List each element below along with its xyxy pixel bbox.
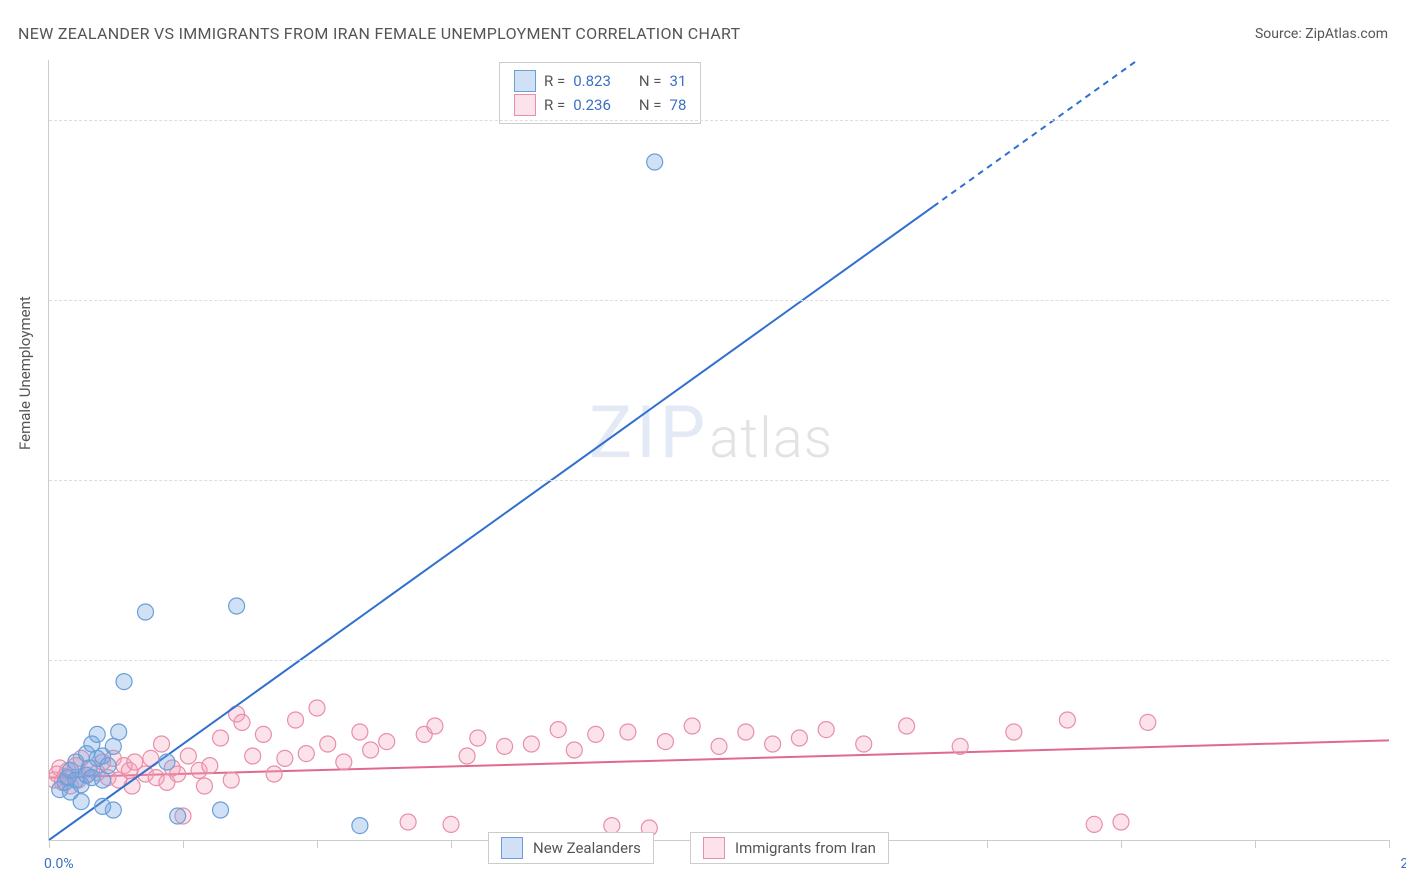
swatch-blue-bottom — [501, 837, 523, 859]
xtick — [1121, 840, 1122, 848]
plot-area: ZIPatlas R = 0.823 N = 31 R = 0.236 N = … — [48, 60, 1389, 841]
xtick-label-left: 0.0% — [44, 856, 74, 872]
xtick — [1389, 840, 1390, 848]
r-label-pink: R = — [544, 93, 565, 117]
plot-container: ZIPatlas R = 0.823 N = 31 R = 0.236 N = … — [48, 60, 1388, 840]
chart-title: NEW ZEALANDER VS IMMIGRANTS FROM IRAN FE… — [18, 24, 740, 43]
n-label-blue: N = — [639, 69, 662, 93]
xtick — [987, 840, 988, 848]
swatch-pink — [514, 94, 536, 116]
series-label-pink: Immigrants from Iran — [735, 839, 876, 857]
swatch-pink-bottom — [703, 837, 725, 859]
source-prefix: Source: — [1255, 26, 1305, 42]
r-value-pink: 0.236 — [573, 93, 611, 117]
series-legend-pink: Immigrants from Iran — [690, 832, 889, 864]
n-value-blue: 31 — [670, 69, 687, 93]
xtick-label-right: 25.0% — [1400, 856, 1406, 872]
watermark-atlas: atlas — [709, 405, 833, 471]
xtick — [1255, 840, 1256, 848]
stats-row-blue: R = 0.823 N = 31 — [514, 69, 686, 93]
watermark-zip: ZIP — [589, 390, 709, 475]
y-axis-label: Female Unemployment — [16, 296, 34, 450]
xtick — [451, 840, 452, 848]
xtick — [183, 840, 184, 848]
xtick — [49, 840, 50, 848]
chart-svg — [49, 60, 1389, 840]
gridline-h — [49, 660, 1389, 661]
chart-source: Source: ZipAtlas.com — [1255, 26, 1388, 42]
gridline-h — [49, 300, 1389, 301]
stats-legend: R = 0.823 N = 31 R = 0.236 N = 78 — [499, 62, 701, 124]
stats-row-pink: R = 0.236 N = 78 — [514, 93, 686, 117]
series-legend-blue: New Zealanders — [488, 832, 654, 864]
xtick — [317, 840, 318, 848]
watermark: ZIPatlas — [589, 390, 833, 475]
n-label-pink: N = — [639, 93, 662, 117]
gridline-h — [49, 480, 1389, 481]
r-value-blue: 0.823 — [573, 69, 611, 93]
gridline-h — [49, 120, 1389, 121]
series-label-blue: New Zealanders — [533, 839, 641, 857]
r-label-blue: R = — [544, 69, 565, 93]
swatch-blue — [514, 70, 536, 92]
source-link[interactable]: ZipAtlas.com — [1305, 26, 1388, 42]
n-value-pink: 78 — [670, 93, 687, 117]
